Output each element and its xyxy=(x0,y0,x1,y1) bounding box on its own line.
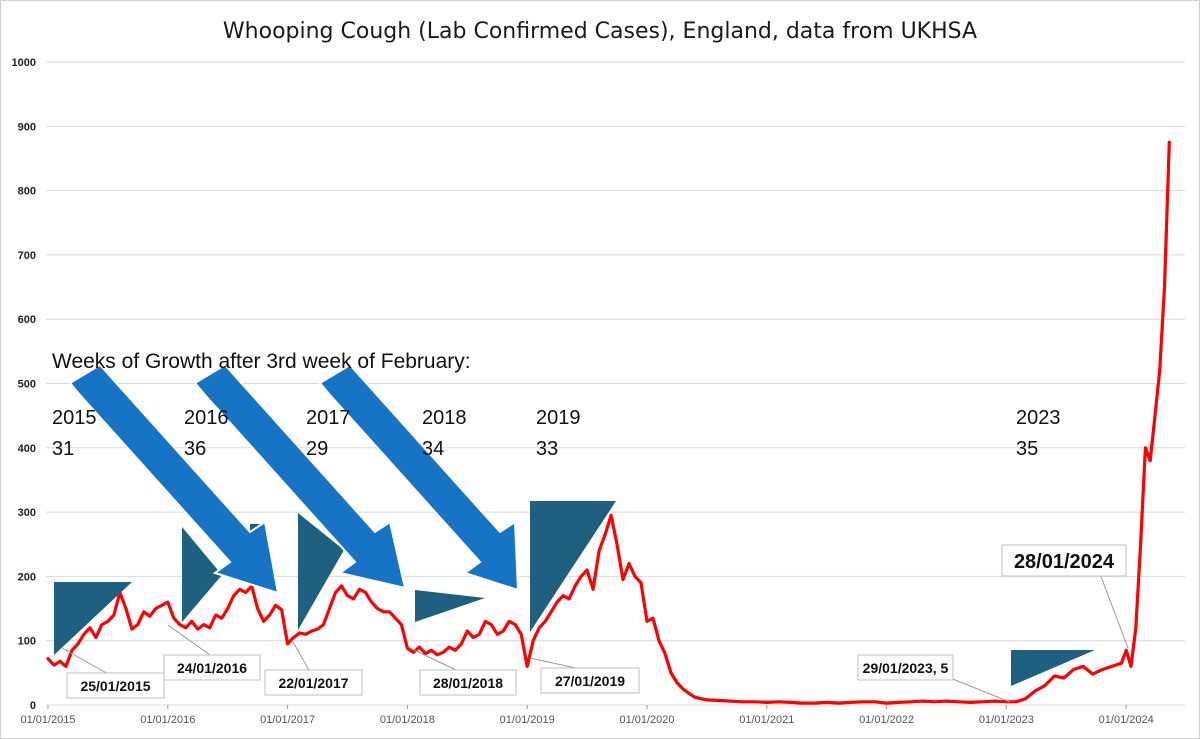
callout-label: 29/01/2023, 5 xyxy=(863,660,949,676)
weeks-label: 31 xyxy=(52,438,74,460)
weeks-label: 29 xyxy=(306,438,328,460)
y-tick-label: 800 xyxy=(18,186,36,198)
arrow-2018 xyxy=(318,363,520,592)
callout-box-2018 xyxy=(419,669,517,696)
leader-2024 xyxy=(1099,573,1129,649)
weeks-label: 34 xyxy=(422,438,444,460)
growth-arrows xyxy=(68,363,520,595)
callout-box-2015 xyxy=(66,672,165,699)
leader-2015 xyxy=(61,647,111,676)
triangle-2015 xyxy=(54,582,132,655)
triangle-2019 xyxy=(530,501,616,632)
y-tick-label: 600 xyxy=(18,314,36,326)
triangle-2023 xyxy=(1011,650,1095,686)
y-tick-label: 400 xyxy=(18,443,36,455)
gridlines xyxy=(46,61,1185,706)
y-tick-label: 700 xyxy=(18,250,36,262)
leader-2016 xyxy=(167,624,211,656)
arrow-2016 xyxy=(68,363,280,595)
callouts: 25/01/2015 24/01/2016 22/01/2017 28/01/2… xyxy=(66,544,1127,699)
callout-label: 24/01/2016 xyxy=(177,660,247,676)
leader-2018 xyxy=(409,647,461,673)
callout-box-2017 xyxy=(264,669,363,696)
y-tick-label: 200 xyxy=(18,571,36,583)
y-axis-ticks: 0 100 200 300 400 500 600 700 800 900 1000 xyxy=(12,57,36,712)
x-tick-label: 01/01/2018 xyxy=(380,714,435,726)
x-tick-label: 01/01/2021 xyxy=(739,714,794,726)
x-tick-label: 01/01/2024 xyxy=(1099,714,1154,726)
y-tick-label: 1000 xyxy=(12,57,36,69)
x-tick-label: 01/01/2020 xyxy=(619,714,674,726)
year-label: 2018 xyxy=(422,407,467,429)
year-label: 2017 xyxy=(306,407,351,429)
triangle-2016 xyxy=(182,527,222,622)
x-tick-label: 01/01/2023 xyxy=(979,714,1034,726)
year-label: 2023 xyxy=(1016,407,1061,429)
triangle-2017 xyxy=(298,513,344,630)
y-tick-label: 100 xyxy=(18,636,36,648)
triangle-2018 xyxy=(415,590,485,622)
year-week-labels: 2015 31 2016 36 2017 29 2018 34 2019 33 … xyxy=(52,407,1061,460)
callout-label: 27/01/2019 xyxy=(555,673,625,689)
callout-box-2023 xyxy=(857,654,954,681)
weeks-label: 35 xyxy=(1016,438,1038,460)
callout-box-2019 xyxy=(540,667,640,694)
x-tick-label: 01/01/2015 xyxy=(20,714,75,726)
y-tick-label: 300 xyxy=(18,507,36,519)
x-tick-label: 01/01/2022 xyxy=(859,714,914,726)
year-label: 2019 xyxy=(536,407,581,429)
leader-2023 xyxy=(949,677,1011,703)
weeks-label: 36 xyxy=(184,438,206,460)
chart-title: Whooping Cough (Lab Confirmed Cases), En… xyxy=(223,19,977,44)
callout-label: 28/01/2024 xyxy=(1014,551,1115,573)
x-tick-label: 01/01/2019 xyxy=(500,714,555,726)
headline: Weeks of Growth after 3rd week of Februa… xyxy=(52,350,471,373)
weeks-label: 33 xyxy=(536,438,558,460)
triangle-markers xyxy=(54,501,1095,686)
x-axis-ticks: 01/01/2015 01/01/2016 01/01/2017 01/01/2018… xyxy=(20,705,1154,726)
leader-2017 xyxy=(291,639,311,673)
y-tick-label: 0 xyxy=(30,700,36,712)
callout-box-2024 xyxy=(1001,544,1127,577)
series-line-cases xyxy=(46,140,1171,705)
year-label: 2015 xyxy=(52,407,97,429)
callout-label: 28/01/2018 xyxy=(433,675,503,691)
callout-label: 22/01/2017 xyxy=(278,675,348,691)
year-label: 2016 xyxy=(184,407,229,429)
x-tick-label: 01/01/2016 xyxy=(140,714,195,726)
callout-label: 25/01/2015 xyxy=(80,678,150,694)
x-tick-label: 01/01/2017 xyxy=(260,714,315,726)
y-tick-label: 900 xyxy=(18,121,36,133)
y-tick-label: 500 xyxy=(18,379,36,391)
arrow-2017 xyxy=(193,363,407,590)
callout-box-2016 xyxy=(163,654,261,681)
